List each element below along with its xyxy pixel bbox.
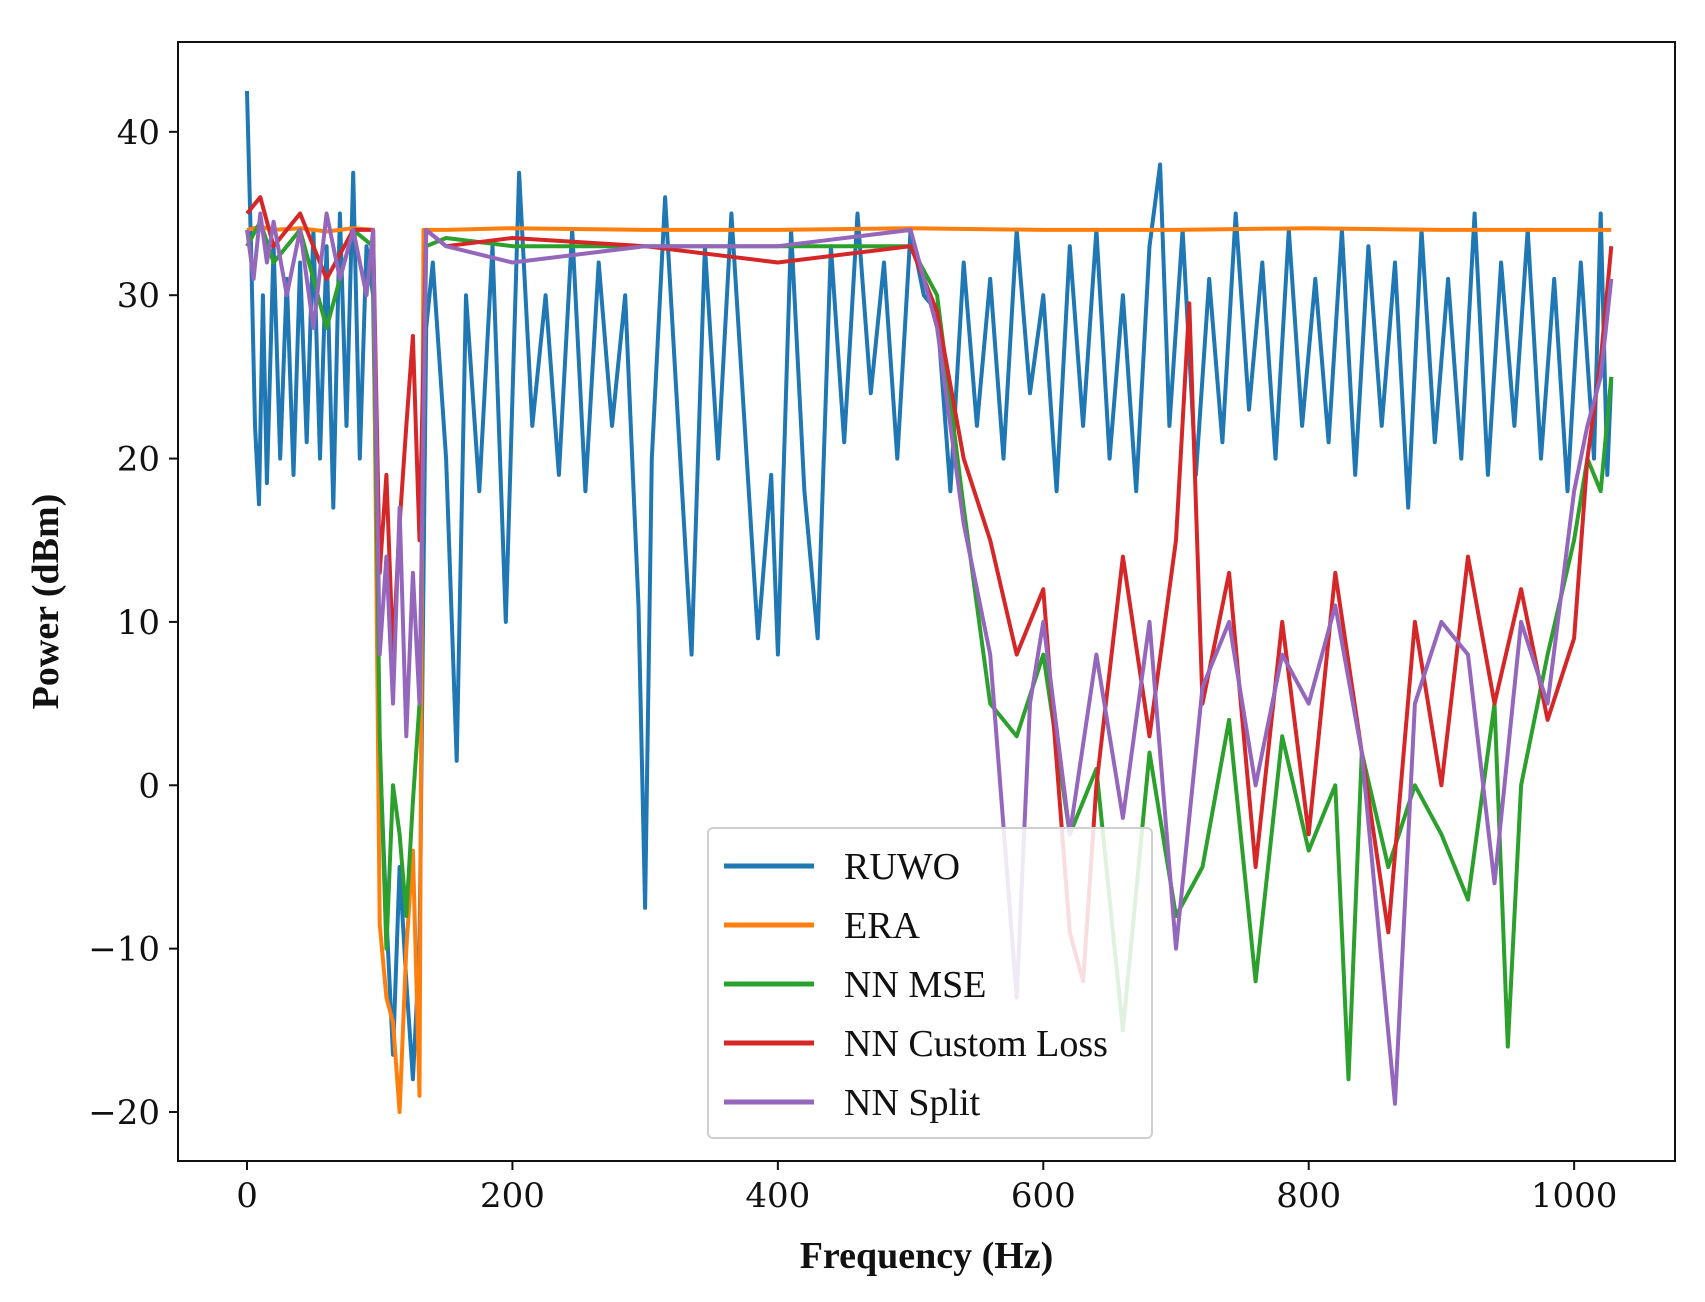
legend-label: NN Custom Loss [844,1023,1108,1065]
legend-label: ERA [844,905,921,947]
legend: RUWO ERA NN MSE NN Custom Loss NN Split [707,827,1153,1139]
series-line-nn-split [245,211,1614,1106]
legend-label: NN MSE [844,964,987,1006]
x-tick-label: 1000 [1531,1176,1618,1216]
y-tick-label: 40 [117,113,160,153]
y-tick-label: −10 [88,930,160,970]
plot-frame [177,41,1676,1162]
x-tick-label: 600 [1011,1176,1076,1216]
legend-label: RUWO [844,846,960,888]
y-tick-label: 0 [138,766,160,806]
y-tick-label: 20 [117,440,160,480]
series-line-nn-custom-loss [245,195,1614,984]
x-tick-label: 800 [1276,1176,1341,1216]
x-axis-title: Frequency (Hz) [800,1235,1054,1277]
x-tick-label: 200 [480,1176,545,1216]
y-axis-title: Power (dBm) [25,494,67,710]
x-tick-label: 0 [236,1176,258,1216]
x-tick-label: 400 [745,1176,810,1216]
series-layer [245,90,1614,1114]
y-tick-label: −20 [88,1093,160,1133]
y-tick-label: 10 [117,603,160,643]
legend-box [707,827,1153,1139]
legend-label: NN Split [844,1082,981,1124]
y-tick-label: 30 [117,276,160,316]
ticks-layer: 0 200 400 600 800 1000 −20 −10 0 10 20 30 40 [88,113,1617,1216]
